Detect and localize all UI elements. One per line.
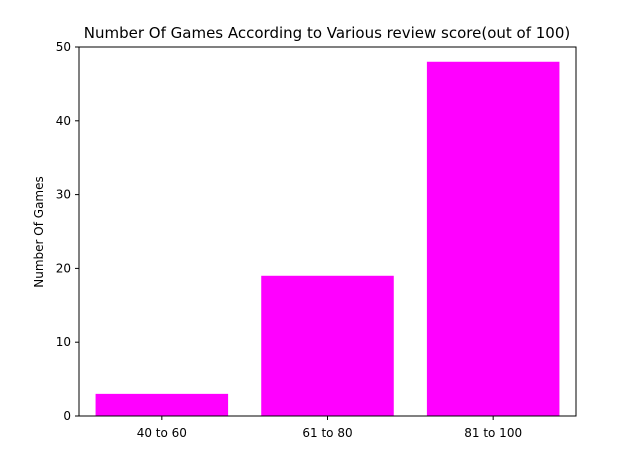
y-tick-label: 40 — [56, 114, 71, 128]
y-tick-label: 20 — [56, 261, 71, 275]
y-axis-label: Number Of Games — [32, 176, 46, 287]
bar-1 — [95, 393, 229, 416]
y-tick-label: 30 — [56, 188, 71, 202]
y-ticks-group: 0 10 20 30 40 50 — [56, 40, 79, 423]
x-tick-label: 40 to 60 — [137, 426, 187, 440]
y-tick-label: 0 — [63, 409, 71, 423]
x-tick-label: 61 to 80 — [302, 426, 352, 440]
bars-group — [95, 61, 560, 416]
bar-2 — [261, 275, 394, 416]
y-tick-label: 10 — [56, 335, 71, 349]
bar-3 — [426, 61, 560, 416]
y-tick-label: 50 — [56, 40, 71, 54]
x-ticks-group: 40 to 60 61 to 80 81 to 100 — [137, 416, 522, 440]
plot-frame — [78, 46, 577, 417]
chart-title: Number Of Games According to Various rev… — [84, 24, 570, 42]
x-tick-label: 81 to 100 — [464, 426, 522, 440]
